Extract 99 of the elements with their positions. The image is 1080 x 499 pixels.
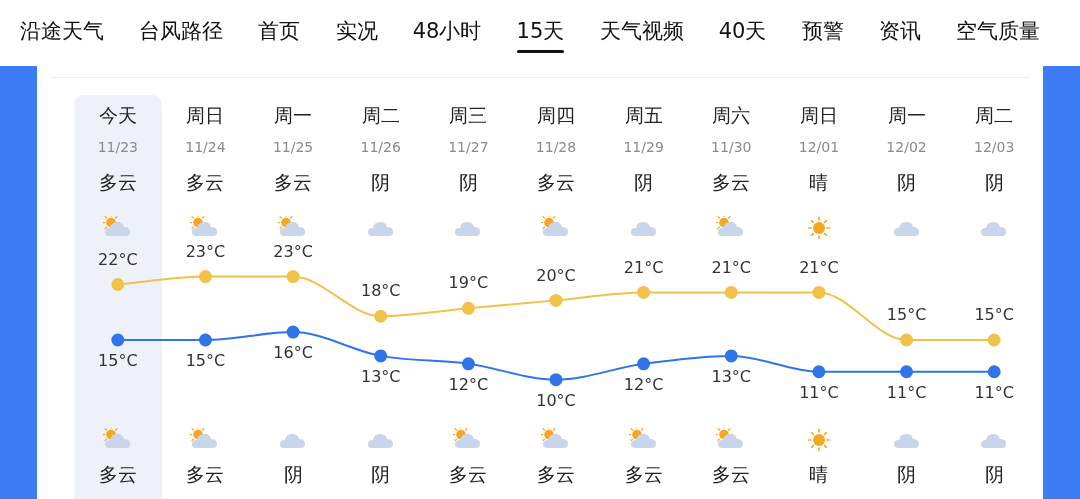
text: 周一 xyxy=(887,103,926,126)
text: 阴 xyxy=(283,462,303,485)
x-tick-label: 11/24 xyxy=(185,139,226,156)
data-label: 11°C xyxy=(886,382,927,402)
text: 多云 xyxy=(98,462,137,485)
x-tick-label: 11/28 xyxy=(535,139,577,156)
text: 48小时 xyxy=(412,18,482,45)
text: 周二 xyxy=(975,103,1014,126)
text: 周一 xyxy=(274,103,313,126)
text: 周日 xyxy=(799,103,838,126)
text: 周三 xyxy=(449,103,488,126)
point xyxy=(374,349,388,363)
text: 多云 xyxy=(186,462,225,485)
point xyxy=(286,325,300,339)
data-label: 22°C xyxy=(98,249,138,269)
text: 多云 xyxy=(186,170,225,193)
text: 多云 xyxy=(274,170,313,193)
x-tick-label: 11/23 xyxy=(97,139,138,156)
text: 晴 xyxy=(809,170,829,193)
point xyxy=(111,278,125,292)
data-label: 15°C xyxy=(98,351,138,371)
text: 今天 xyxy=(98,103,137,126)
text: 多云 xyxy=(624,462,663,485)
text: 周六 xyxy=(712,103,751,126)
text: 40天 xyxy=(718,18,767,45)
point xyxy=(111,333,125,347)
text: 多云 xyxy=(537,462,575,485)
text: 周二 xyxy=(361,103,400,126)
text: 阴 xyxy=(634,170,654,193)
point xyxy=(987,333,1001,347)
text: 资讯 xyxy=(878,18,921,45)
point xyxy=(900,333,914,347)
text: 周五 xyxy=(624,103,663,126)
text: 多云 xyxy=(449,462,488,485)
data-label: 11°C xyxy=(799,382,839,402)
text: 多云 xyxy=(712,462,751,485)
point xyxy=(374,309,388,323)
data-label: 21°C xyxy=(623,257,664,277)
data-label: 12°C xyxy=(448,374,489,394)
data-label: 23°C xyxy=(185,241,226,261)
x-tick-label: 12/03 xyxy=(974,139,1015,156)
text: 周日 xyxy=(186,103,225,126)
data-label: 16°C xyxy=(273,343,313,363)
data-label: 21°C xyxy=(711,257,752,277)
data-label: 11°C xyxy=(974,382,1014,402)
point xyxy=(549,373,563,387)
point xyxy=(198,270,212,284)
point xyxy=(461,357,475,371)
text: 阴 xyxy=(458,170,478,193)
point xyxy=(286,270,300,284)
text: 晴 xyxy=(809,462,829,485)
data-label: 15°C xyxy=(974,305,1014,325)
point xyxy=(812,365,826,379)
text: 阴 xyxy=(371,462,391,485)
text: 多云 xyxy=(537,170,575,193)
x-tick-label: 11/25 xyxy=(272,139,314,156)
data-label: 18°C xyxy=(360,281,401,301)
data-label: 12°C xyxy=(623,374,664,394)
text: 15天 xyxy=(516,18,565,45)
point xyxy=(637,357,651,371)
x-tick-label: 12/01 xyxy=(798,139,840,156)
x-tick-label: 11/30 xyxy=(711,139,752,156)
x-tick-label: 12/02 xyxy=(886,139,927,156)
data-label: 19°C xyxy=(448,273,489,293)
text: 台风路径 xyxy=(139,18,224,45)
data-label: 15°C xyxy=(886,305,927,325)
text: 阴 xyxy=(897,462,917,485)
data-label: 21°C xyxy=(799,257,839,277)
x-tick-label: 11/26 xyxy=(360,139,401,156)
text: 多云 xyxy=(98,170,137,193)
point xyxy=(724,349,738,363)
data-label: 20°C xyxy=(536,265,576,285)
point xyxy=(549,293,563,307)
point xyxy=(812,285,826,299)
text: 实况 xyxy=(335,18,378,45)
text: 天气视频 xyxy=(599,18,684,45)
point xyxy=(461,301,475,315)
text: 阴 xyxy=(984,170,1004,193)
point xyxy=(637,285,651,299)
text: 阴 xyxy=(897,170,917,193)
data-label: 10°C xyxy=(536,390,576,410)
text: 空气质量 xyxy=(955,18,1040,45)
data-label: 15°C xyxy=(185,351,226,371)
x-tick-label: 11/27 xyxy=(448,139,489,156)
text: 沿途天气 xyxy=(20,18,104,45)
text: 首页 xyxy=(258,18,301,45)
text: 阴 xyxy=(371,170,391,193)
point xyxy=(724,285,738,299)
x-tick-label: 11/29 xyxy=(623,139,664,156)
text: 阴 xyxy=(984,462,1004,485)
text: 预警 xyxy=(801,18,844,45)
data-label: 13°C xyxy=(360,367,401,387)
text: 周四 xyxy=(537,103,575,126)
point xyxy=(198,333,212,347)
point xyxy=(987,365,1001,379)
data-label: 23°C xyxy=(273,241,313,261)
point xyxy=(900,365,914,379)
data-label: 13°C xyxy=(711,367,752,387)
text: 多云 xyxy=(712,170,751,193)
